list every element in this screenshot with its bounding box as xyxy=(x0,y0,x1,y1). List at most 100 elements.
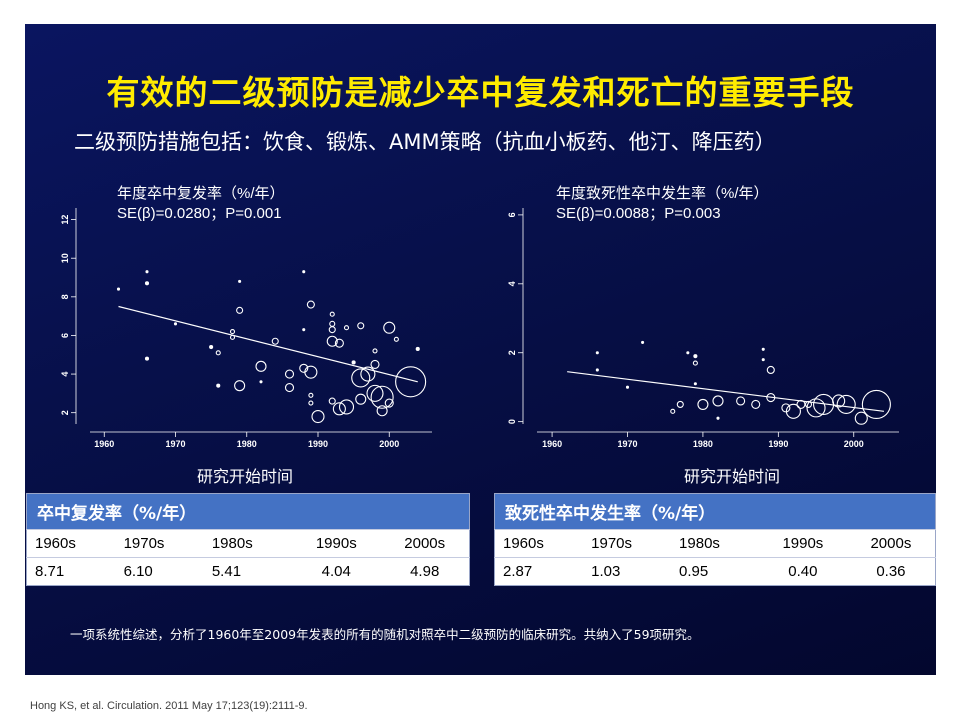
y-tick-label: 2 xyxy=(507,350,517,355)
citation: Hong KS, et al. Circulation. 2011 May 17… xyxy=(30,700,308,712)
data-point xyxy=(761,358,765,362)
trend-line xyxy=(118,305,418,383)
table-cell: 4.04 xyxy=(292,557,381,586)
fatal-stroke-scatter-chart: 1960 1970 1980 1990 2000 0 2 4 6 xyxy=(507,208,899,449)
data-point xyxy=(144,356,150,361)
table-cell: 4.98 xyxy=(380,557,470,586)
data-point xyxy=(116,287,121,291)
table-row: 1960s 1970s 1980s 1990s 2000s xyxy=(494,529,936,558)
table-row: 8.71 6.10 5.41 4.04 4.98 xyxy=(26,557,470,586)
data-point xyxy=(332,402,346,416)
data-point xyxy=(329,311,335,317)
data-point xyxy=(836,394,856,414)
x-tick-label: 1980 xyxy=(237,439,257,449)
data-point xyxy=(271,337,279,345)
data-point xyxy=(302,270,306,274)
data-point xyxy=(308,392,314,398)
data-point xyxy=(216,383,221,388)
chart-annotation-metric: 年度卒中复发率（%/年） xyxy=(117,185,285,202)
y-tick-label: 0 xyxy=(507,419,517,424)
table-row: 2.87 1.03 0.95 0.40 0.36 xyxy=(494,557,936,586)
data-point xyxy=(357,322,365,330)
data-point xyxy=(351,368,371,388)
y-tick-label: 6 xyxy=(507,212,517,217)
study-footnote: 一项系统性综述，分析了1960年至2009年发表的所有的随机对照卒中二级预防的临… xyxy=(70,627,700,642)
data-point xyxy=(145,270,149,274)
data-point xyxy=(299,363,309,373)
data-point xyxy=(351,360,356,365)
x-tick-label: 2000 xyxy=(379,439,399,449)
chart-annotation-metric: 年度致死性卒中发生率（%/年） xyxy=(556,185,769,202)
data-point xyxy=(144,281,150,286)
table-cell: 0.40 xyxy=(758,557,847,586)
trend-line xyxy=(567,371,884,412)
y-tick-label: 6 xyxy=(60,333,70,338)
x-tick-label: 1990 xyxy=(768,439,788,449)
data-point xyxy=(692,360,698,366)
data-point xyxy=(366,384,384,402)
stroke-recurrence-scatter-chart: 1960 1970 1980 1990 2000 2 4 6 8 10 12 xyxy=(60,208,432,449)
x-tick-label: 1960 xyxy=(542,439,562,449)
x-tick-label: 1990 xyxy=(308,439,328,449)
x-tick-label: 2000 xyxy=(844,439,864,449)
data-point xyxy=(676,400,684,408)
data-point xyxy=(796,399,806,409)
data-point xyxy=(259,380,263,384)
data-point xyxy=(393,336,399,342)
table-row: 1960s 1970s 1980s 1990s 2000s xyxy=(26,529,470,558)
x-tick-label: 1970 xyxy=(617,439,637,449)
data-point xyxy=(781,403,791,413)
data-point xyxy=(751,399,761,409)
table-cell: 2.87 xyxy=(494,557,584,586)
table-cell: 1980s xyxy=(671,529,759,558)
slide-title: 有效的二级预防是减少卒中复发和死亡的重要手段 xyxy=(106,73,855,112)
data-point xyxy=(173,322,178,326)
data-point xyxy=(370,385,394,409)
y-tick-label: 10 xyxy=(60,253,70,263)
data-point xyxy=(384,398,394,408)
data-point xyxy=(861,389,891,419)
data-point xyxy=(304,365,318,379)
data-point xyxy=(697,398,709,410)
table-cell: 1960s xyxy=(494,529,584,558)
data-point xyxy=(854,411,868,425)
x-axis-label: 研究开始时间 xyxy=(197,467,294,486)
data-point xyxy=(306,300,315,309)
data-point xyxy=(329,320,336,327)
table-cell: 1990s xyxy=(292,529,381,558)
table-cell: 0.95 xyxy=(671,557,759,586)
data-point xyxy=(284,369,295,379)
data-point xyxy=(693,382,697,386)
data-point xyxy=(395,366,427,398)
data-point xyxy=(766,392,776,403)
stroke-recurrence-table: 卒中复发率（%/年） 1960s 1970s 1980s 1990s 2000s… xyxy=(26,493,470,586)
table-cell: 1970s xyxy=(583,529,672,558)
data-point xyxy=(415,346,420,352)
data-point xyxy=(234,380,246,392)
x-tick-label: 1960 xyxy=(94,439,114,449)
data-point xyxy=(255,360,267,372)
chart-annotation: 年度致死性卒中发生率（%/年） SE(β)=0.0088；P=0.003 xyxy=(556,184,769,224)
table-header: 致死性卒中发生率（%/年） xyxy=(494,493,936,530)
chart-annotation: 年度卒中复发率（%/年） SE(β)=0.0280；P=0.001 xyxy=(117,184,285,224)
data-point xyxy=(804,400,813,408)
x-axis-label: 研究开始时间 xyxy=(684,467,781,486)
data-point xyxy=(785,403,801,419)
data-point xyxy=(766,365,775,375)
data-point xyxy=(716,416,720,420)
data-point xyxy=(308,400,314,406)
data-point xyxy=(209,344,214,350)
data-point xyxy=(712,395,724,407)
x-tick-label: 1970 xyxy=(165,439,185,449)
data-point xyxy=(670,408,676,414)
data-point xyxy=(343,325,350,331)
y-tick-label: 4 xyxy=(507,281,517,286)
table-header: 卒中复发率（%/年） xyxy=(26,493,470,530)
data-point xyxy=(236,306,244,314)
table-cell: 0.36 xyxy=(846,557,936,586)
data-point xyxy=(238,279,242,283)
data-point xyxy=(338,399,355,415)
table-cell: 1990s xyxy=(758,529,847,558)
data-point xyxy=(736,396,746,406)
x-tick-label: 1980 xyxy=(693,439,713,449)
